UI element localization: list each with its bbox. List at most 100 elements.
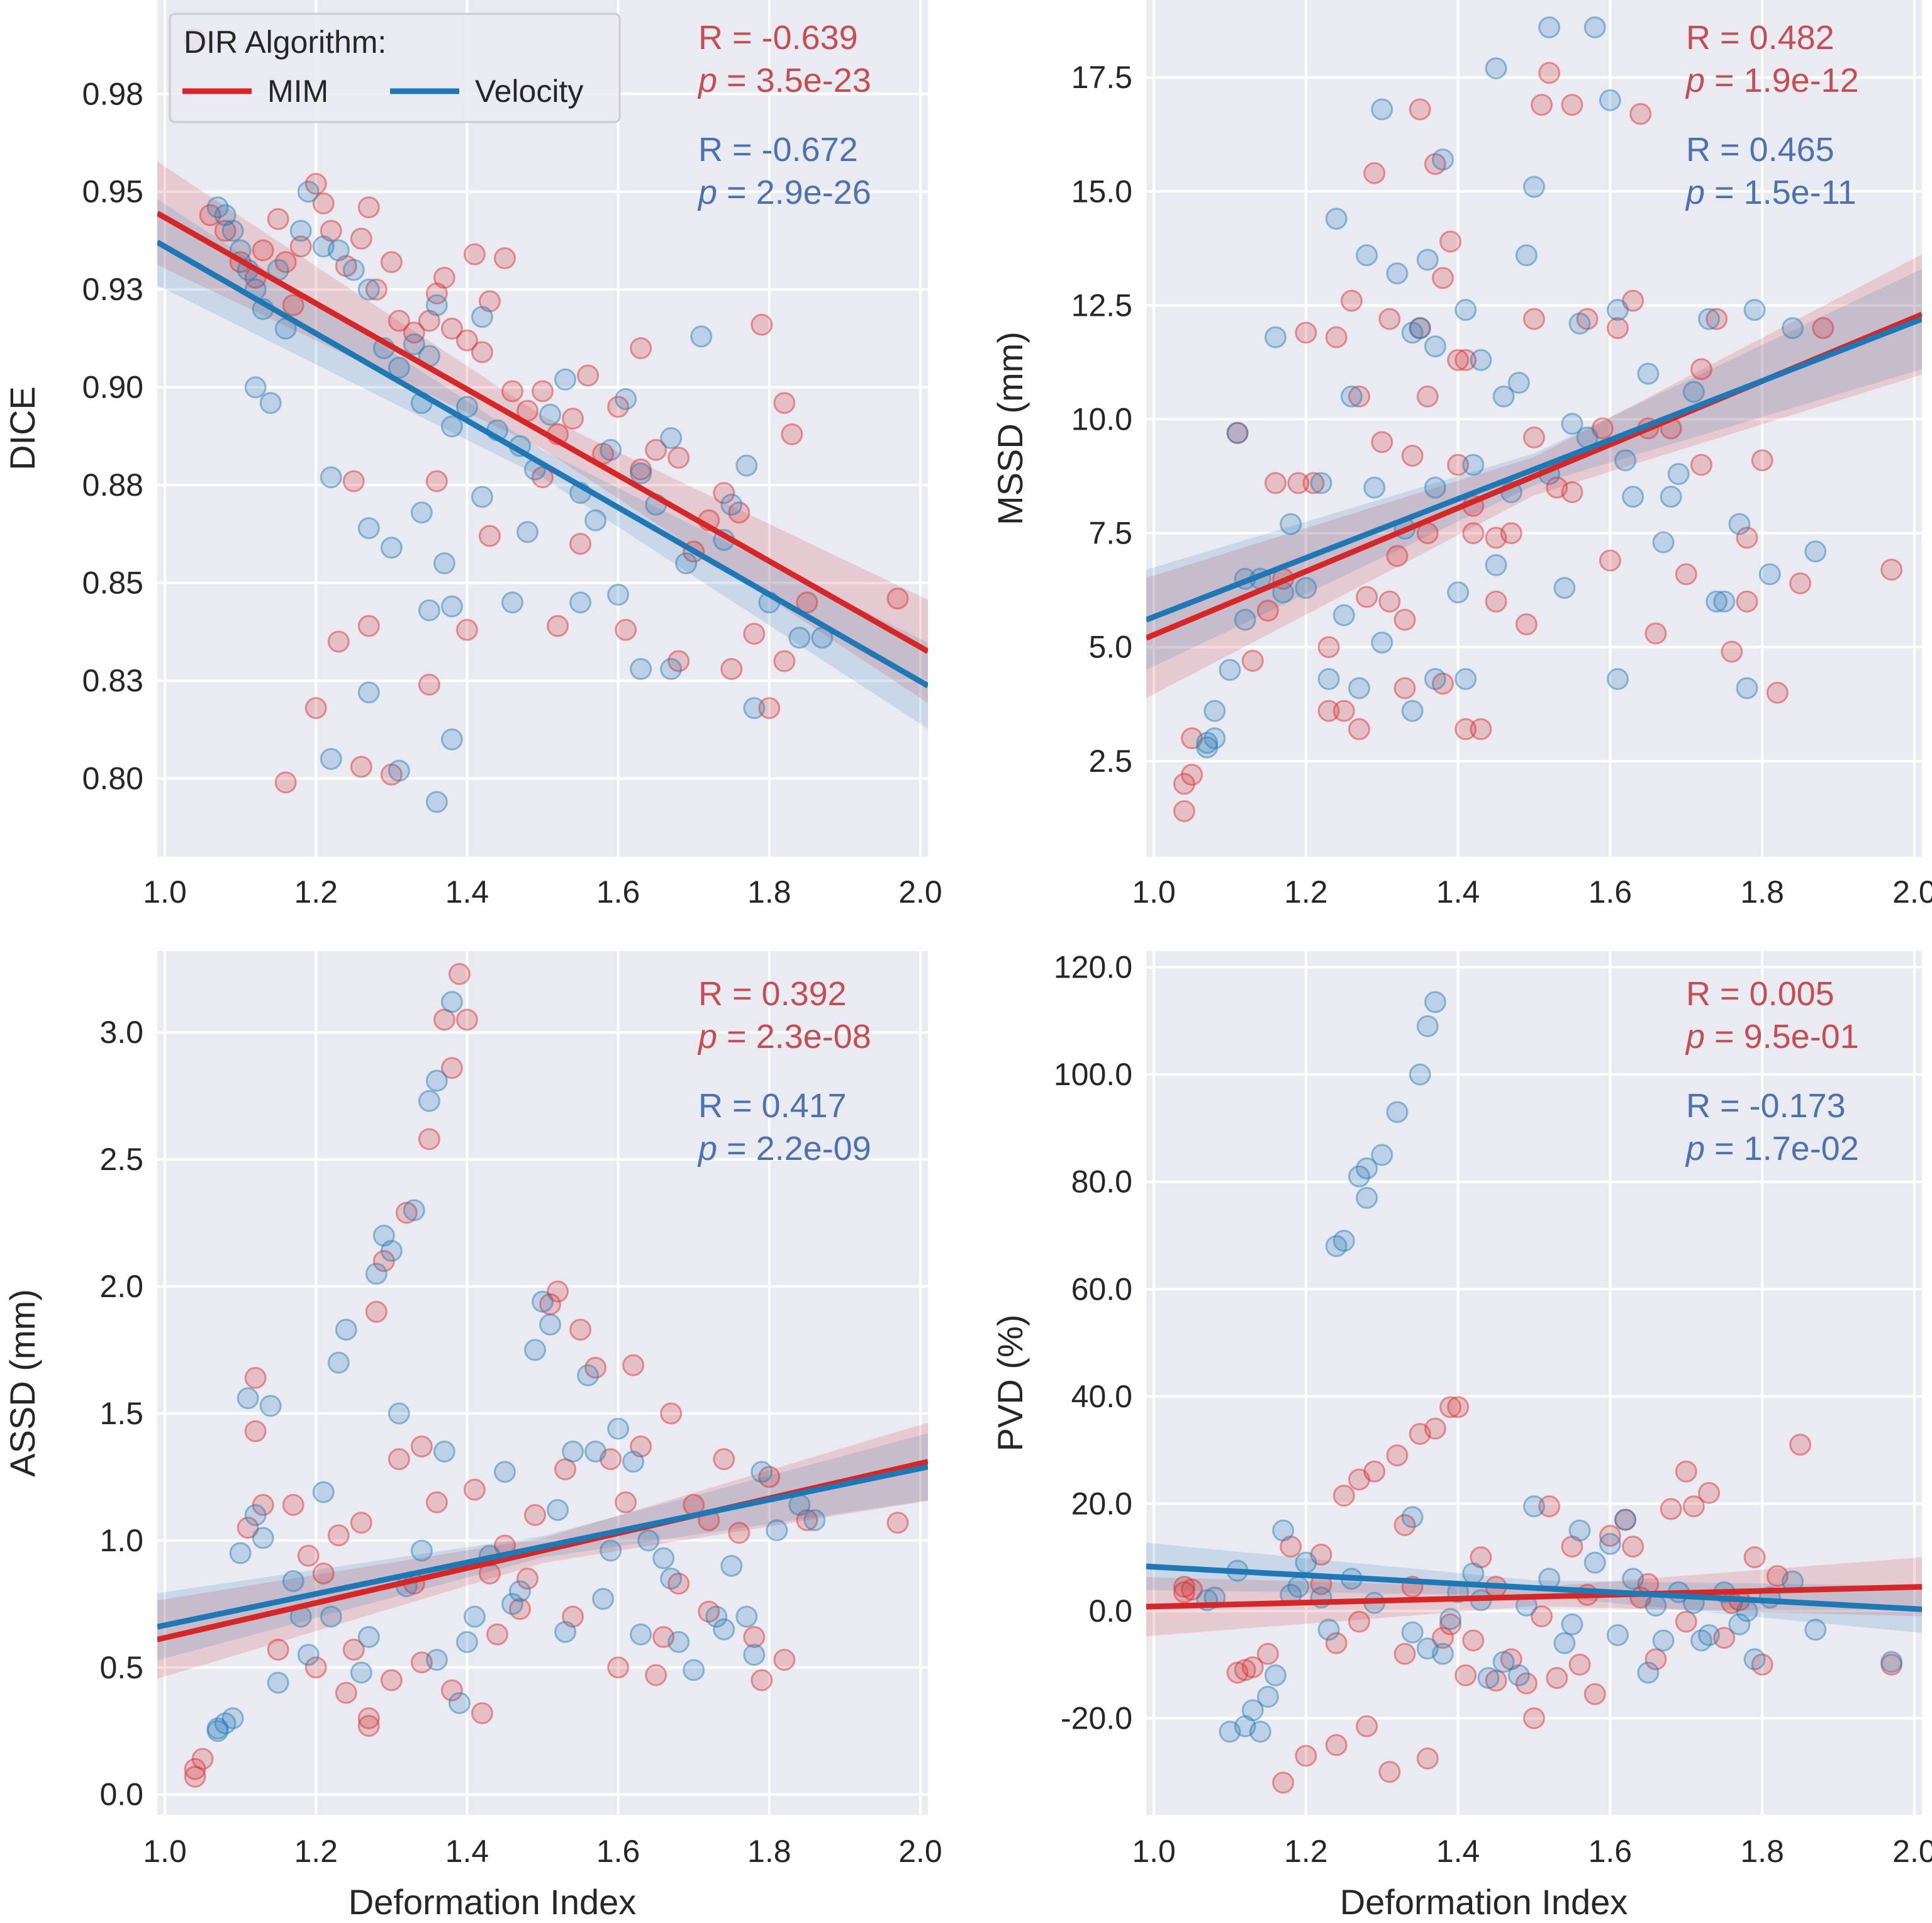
data-point-mim [440, 1057, 463, 1079]
data-point-mim [312, 1562, 335, 1585]
data-point-mim [486, 1623, 508, 1646]
data-point-velocity [501, 591, 523, 614]
data-point-velocity [1310, 472, 1332, 494]
x-tick-label: 1.6 [1589, 874, 1633, 910]
data-point-mim [523, 1503, 546, 1526]
data-point-mim [1409, 1423, 1431, 1446]
data-point-mim [1363, 162, 1386, 184]
data-point-velocity [705, 1605, 728, 1628]
data-point-mim [1515, 613, 1538, 636]
data-point-mim [1348, 385, 1370, 408]
data-point-velocity [455, 396, 478, 418]
data-point-mim [713, 1448, 735, 1471]
assd-panel: 1.0 1.2 1.4 1.6 1.8 2.0 0.0 0.5 1.0 1.5 2.0 2.5 3.0 A… [3, 951, 942, 1922]
data-point-mim [1447, 454, 1470, 476]
legend-label-mim: MIM [267, 74, 328, 109]
data-point-velocity [425, 294, 448, 316]
data-point-mim [1386, 1444, 1409, 1467]
data-point-mim [1256, 1642, 1279, 1665]
legend: DIR Algorithm: MIM Velocity [169, 13, 621, 123]
data-point-mim [304, 172, 327, 195]
data-point-mim [1226, 1661, 1249, 1684]
data-point-velocity [440, 991, 463, 1013]
data-point-velocity [1553, 1632, 1576, 1654]
data-point-velocity [1470, 348, 1492, 371]
legend-box [169, 13, 621, 123]
data-point-mim [1789, 1434, 1812, 1456]
p-value-mim: p = 2.3e-08 [697, 1018, 871, 1056]
data-point-velocity [1356, 1157, 1378, 1179]
dice-panel: 1.0 1.2 1.4 1.6 1.8 2.0 0.80 0.83 0.85 0.88 0.90 0.… [3, 0, 942, 910]
x-tick-label: 1.4 [445, 1834, 489, 1869]
data-point-mim [1173, 1576, 1195, 1598]
data-point-mim [1340, 289, 1363, 312]
data-point-velocity [1660, 486, 1682, 508]
data-point-mim [289, 235, 312, 258]
data-point-mim [1356, 1715, 1378, 1737]
data-point-mim [418, 309, 440, 332]
data-point-velocity [350, 1661, 372, 1684]
data-point-mim [1173, 772, 1195, 795]
data-point-mim [1538, 1495, 1561, 1518]
data-point-velocity [584, 509, 607, 532]
data-point-velocity [803, 1509, 826, 1532]
data-point-velocity [630, 1623, 652, 1646]
data-point-mim [320, 220, 342, 242]
data-point-mim [357, 196, 380, 219]
data-point-mim [463, 243, 486, 265]
data-point-velocity [1295, 577, 1317, 599]
data-point-velocity [1317, 1619, 1340, 1641]
x-tick-label: 2.0 [1892, 874, 1932, 910]
data-point-velocity [1462, 1562, 1485, 1585]
x-tick-label: 1.2 [1284, 1834, 1328, 1869]
y-tick-label: 0.5 [99, 1650, 143, 1685]
data-point-velocity [425, 791, 448, 813]
data-point-mim [1378, 1761, 1401, 1783]
data-point-mim [1181, 764, 1203, 786]
data-point-velocity [1606, 667, 1629, 690]
r-value-mim: R = -0.639 [698, 19, 858, 57]
data-point-mim [1409, 317, 1431, 340]
data-point-mim [1325, 1632, 1348, 1654]
data-point-mim [1485, 527, 1507, 549]
data-point-velocity [1356, 1186, 1378, 1209]
data-point-mim [493, 247, 516, 269]
data-point-velocity [554, 368, 577, 391]
data-point-mim [304, 697, 327, 720]
data-point-velocity [425, 1069, 448, 1092]
data-point-mim [1256, 599, 1279, 622]
x-tick-label: 1.4 [1436, 874, 1480, 910]
data-point-velocity [592, 1588, 615, 1610]
data-point-velocity [1698, 308, 1721, 330]
data-point-mim [184, 1758, 206, 1780]
data-point-mim [1706, 308, 1728, 330]
data-point-velocity [1234, 1715, 1256, 1737]
data-point-mim [1325, 326, 1348, 348]
plot-area [157, 951, 928, 1815]
data-point-velocity [577, 1364, 600, 1386]
x-tick-label: 1.8 [747, 874, 791, 910]
data-point-mim [1439, 1613, 1462, 1636]
data-point-mim [652, 1625, 675, 1648]
data-point-mim [630, 337, 652, 360]
data-point-velocity [1743, 1648, 1766, 1671]
data-point-velocity [683, 1659, 705, 1681]
y-tick-label: 17.5 [1071, 60, 1132, 95]
data-point-velocity [600, 1539, 622, 1562]
data-point-velocity [735, 1605, 758, 1628]
data-point-velocity [1782, 317, 1804, 340]
data-point-mim [418, 1128, 440, 1151]
data-point-velocity [607, 1417, 630, 1440]
data-point-velocity [508, 1580, 531, 1603]
data-point-mim [282, 294, 304, 316]
data-point-velocity [357, 278, 380, 301]
data-point-mim [1644, 622, 1667, 645]
data-point-velocity [569, 591, 592, 614]
data-point-velocity [1416, 1637, 1439, 1660]
data-point-velocity [433, 1441, 455, 1463]
data-point-velocity [1455, 299, 1477, 321]
data-point-mim [1393, 608, 1416, 631]
data-point-mim [1561, 94, 1583, 116]
data-point-mim [1462, 1629, 1485, 1652]
data-point-velocity [1477, 1667, 1500, 1690]
